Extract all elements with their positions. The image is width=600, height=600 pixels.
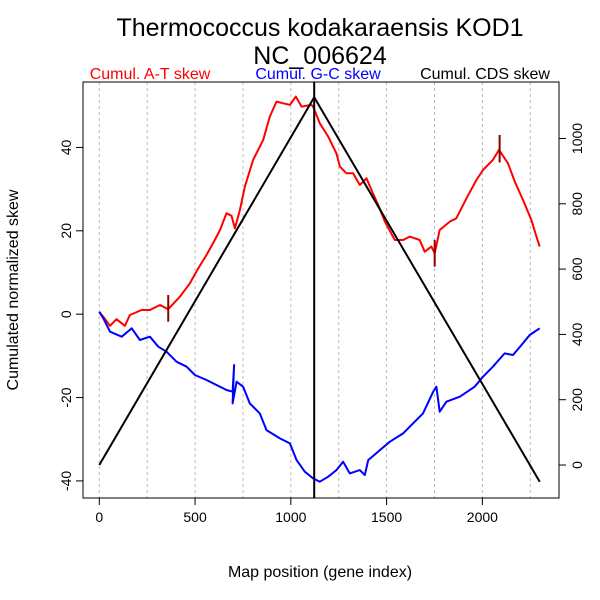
y-tick-label: -40 [58, 471, 74, 491]
y2-tick-label: 0 [569, 461, 585, 469]
y2-tick-label: 1000 [569, 123, 585, 154]
legend-gc-skew: Cumul. G-C skew [255, 66, 381, 83]
y2-tick-label: 600 [569, 257, 585, 281]
series-line-at-skew [98, 95, 541, 327]
x-tick-label: 0 [95, 509, 103, 525]
x-axis-label: Map position (gene index) [228, 564, 412, 581]
y-tick-label: -20 [58, 387, 74, 407]
chart-title: Thermococcus kodakaraensis KOD1 [116, 14, 523, 42]
y2-tick-label: 400 [569, 323, 585, 347]
legend-at-skew: Cumul. A-T skew [90, 66, 211, 83]
x-tick-label: 2000 [467, 509, 498, 525]
x-tick-label: 1000 [275, 509, 306, 525]
y2-tick-label: 800 [569, 192, 585, 216]
x-tick-label: 1500 [371, 509, 402, 525]
series-line-gc-skew [98, 311, 541, 483]
y2-tick-label: 200 [569, 388, 585, 412]
series-line-cds-skew [98, 96, 541, 483]
y-axis-label: Cumulated normalized skew [5, 189, 22, 390]
y-tick-label: 0 [58, 310, 74, 318]
x-tick-label: 500 [183, 509, 207, 525]
chart-subtitle: NC_006624 [253, 42, 387, 70]
legend-cds-skew: Cumul. CDS skew [420, 66, 550, 83]
plot-frame [82, 81, 560, 499]
y-tick-label: 20 [58, 223, 74, 239]
y-tick-label: 40 [58, 139, 74, 155]
